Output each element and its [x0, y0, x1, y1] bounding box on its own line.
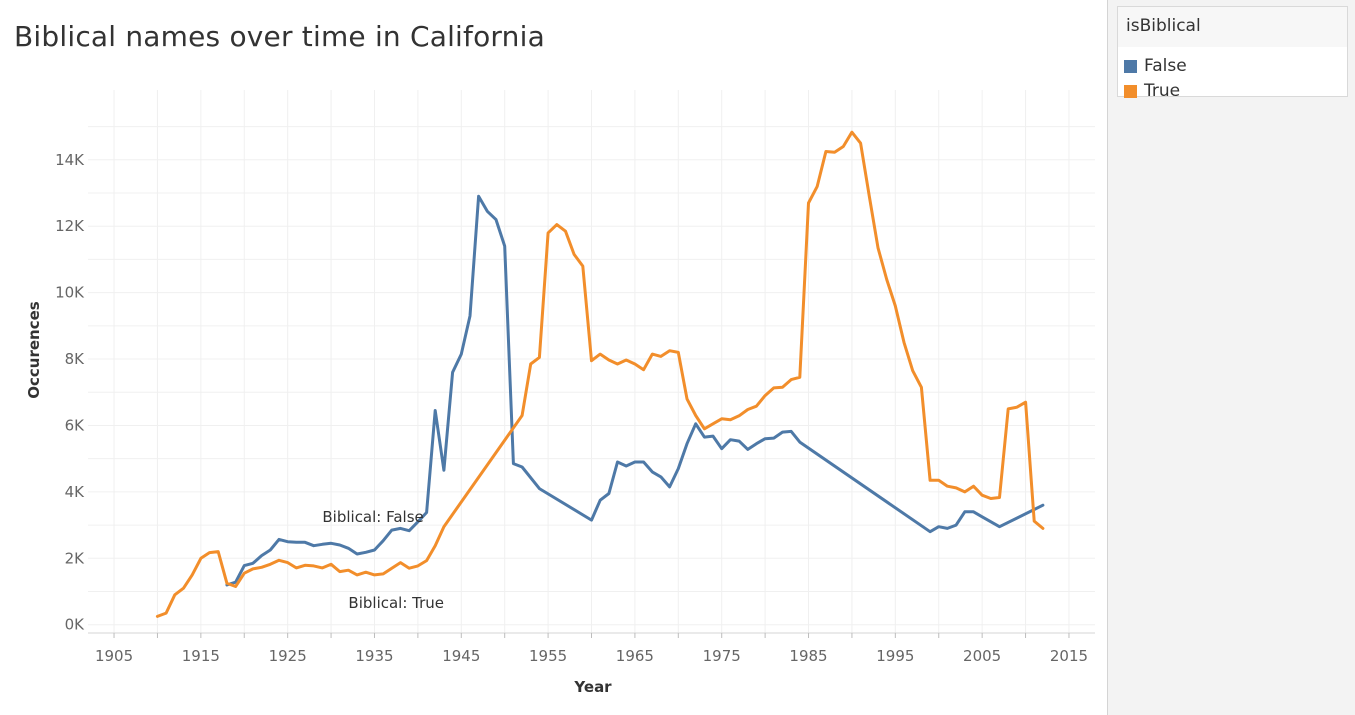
x-tick-label: 1935 [355, 647, 393, 665]
x-tick-label: 1915 [182, 647, 220, 665]
x-axis-label: Year [573, 678, 612, 696]
legend-header [1118, 7, 1347, 47]
legend: isBiblical False True [1117, 6, 1348, 101]
x-tick-label: 1925 [269, 647, 307, 665]
legend-swatch-true [1124, 84, 1137, 98]
legend-label-false: False [1144, 56, 1187, 76]
chart-title: Biblical names over time in California [14, 20, 545, 53]
legend-swatch-false [1124, 59, 1137, 73]
x-tick-label: 1945 [442, 647, 480, 665]
series-line-true [155, 130, 1045, 618]
line-chart: 0K 2K 4K 6K 8K 10K 12K 14K 1905 1915 1925 1935 1945 1… [25, 90, 1095, 696]
y-tick-label: 4K [65, 483, 86, 501]
y-tick-label: 0K [65, 616, 86, 634]
x-tick-label: 1965 [616, 647, 654, 665]
chart-worksheet: Biblical names over time in California [14, 0, 1108, 715]
series-lines [155, 130, 1045, 618]
y-tick-label: 10K [55, 284, 85, 302]
side-panel [1108, 0, 1355, 715]
legend-title: isBiblical [1126, 16, 1201, 36]
legend-label-true: True [1144, 81, 1181, 101]
y-tick-label: 2K [65, 549, 86, 567]
legend-item-true[interactable]: True [1124, 80, 1180, 102]
x-tick-label: 2005 [963, 647, 1001, 665]
x-tick-label: 1955 [529, 647, 567, 665]
x-tick-label: 1985 [789, 647, 827, 665]
x-tick-label: 1905 [95, 647, 133, 665]
series-line-false [225, 194, 1045, 587]
y-tick-label: 8K [65, 350, 86, 368]
x-tick-label: 1995 [876, 647, 914, 665]
annotation-label: Biblical: False [322, 508, 423, 526]
y-tick-label: 14K [55, 151, 85, 169]
legend-item-false[interactable]: False [1124, 55, 1187, 77]
y-axis-label: Occurences [25, 301, 43, 399]
annotations: Biblical: False Biblical: True [322, 508, 444, 612]
axes: 0K 2K 4K 6K 8K 10K 12K 14K 1905 1915 1925 1935 1945 1… [55, 151, 1095, 665]
y-tick-label: 12K [55, 217, 85, 235]
annotation-label: Biblical: True [348, 594, 444, 612]
x-tick-label: 1975 [703, 647, 741, 665]
x-tick-label: 2015 [1050, 647, 1088, 665]
y-tick-label: 6K [65, 416, 86, 434]
